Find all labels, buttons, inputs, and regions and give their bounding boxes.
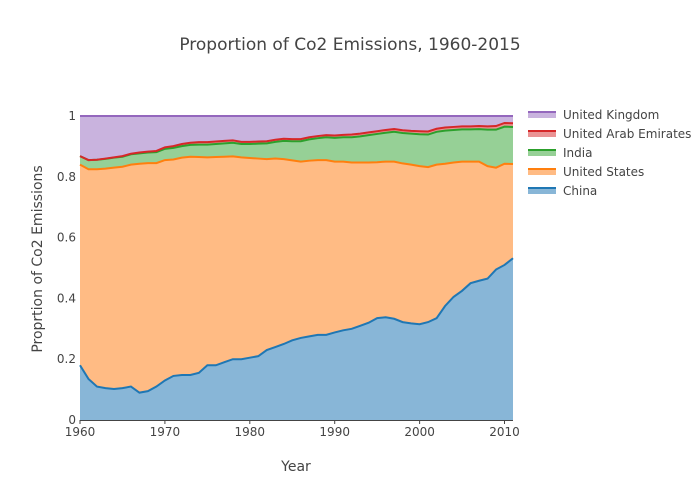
y-tick-label: 0	[68, 413, 76, 427]
legend-item-united-arab-emirates[interactable]: United Arab Emirates	[528, 127, 691, 141]
area-united-kingdom	[80, 116, 513, 161]
legend-item-india[interactable]: India	[528, 146, 592, 160]
area-united-states	[80, 156, 513, 393]
chart-title: Proportion of Co2 Emissions, 1960-2015	[179, 35, 520, 55]
x-tick-label: 2000	[404, 425, 435, 439]
legend-item-china[interactable]: China	[528, 184, 597, 198]
legend-label: India	[563, 146, 592, 160]
x-tick-label: 1960	[65, 425, 96, 439]
series-lines	[79, 115, 514, 394]
legend-label: United States	[563, 165, 644, 179]
x-tick-label: 1970	[150, 425, 181, 439]
x-tick-label: 1990	[319, 425, 350, 439]
y-axis-label: Proprtion of Co2 Emissions	[30, 165, 46, 352]
legend-swatch	[528, 150, 556, 156]
line-united-arab-emirates	[79, 121, 514, 162]
legend-label: China	[563, 184, 597, 198]
legend-label: United Arab Emirates	[563, 127, 691, 141]
legend-item-united-kingdom[interactable]: United Kingdom	[528, 108, 659, 122]
legend-item-united-states[interactable]: United States	[528, 165, 644, 179]
legend-swatch	[528, 169, 556, 175]
y-tick-label: 0.2	[57, 352, 76, 366]
y-ticks: 0 0.2 0.4 0.6 0.8 1	[57, 109, 76, 427]
y-tick-label: 0.8	[57, 170, 76, 184]
legend-swatch	[528, 188, 556, 194]
y-tick-label: 0.6	[57, 231, 76, 245]
y-tick-label: 0.4	[57, 291, 76, 305]
area-india	[80, 126, 513, 170]
line-united-states	[79, 155, 514, 171]
x-ticks: 1960 1970 1980 1990 2000 2010	[65, 420, 520, 439]
x-tick-label: 2010	[489, 425, 520, 439]
line-india	[79, 125, 514, 162]
plot-area: 1960 1970 1980 1990 2000 2010 0 0.2 0.4 0.6 0.8 1	[57, 109, 520, 439]
legend-label: United Kingdom	[563, 108, 659, 122]
x-axis-label: Year	[280, 459, 311, 475]
x-tick-label: 1980	[235, 425, 266, 439]
line-china	[79, 257, 514, 394]
legend-swatch	[528, 112, 556, 118]
legend-swatch	[528, 131, 556, 137]
y-tick-label: 1	[68, 109, 76, 123]
legend: United Kingdom United Arab Emirates India U…	[528, 108, 691, 198]
